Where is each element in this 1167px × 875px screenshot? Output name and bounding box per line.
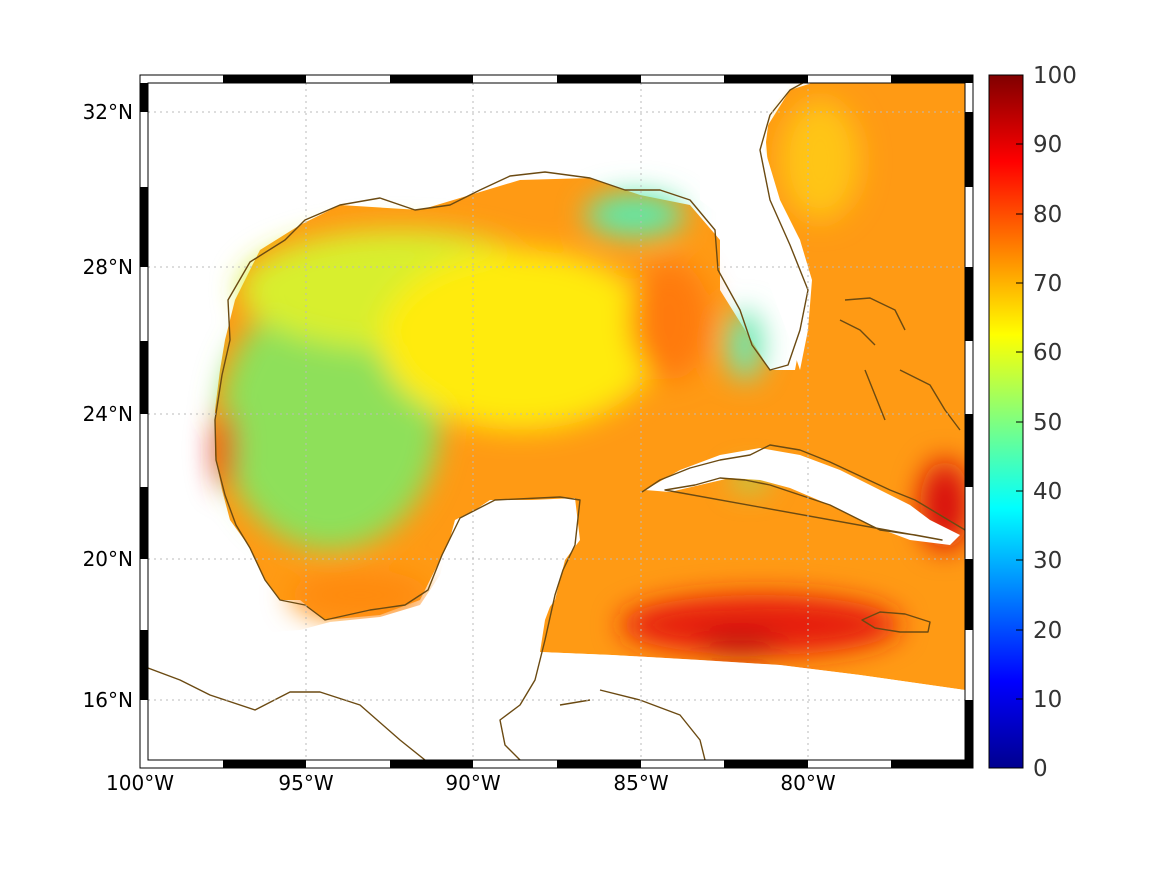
lon-label: 85°W	[613, 771, 668, 795]
coast-cuba	[641, 444, 965, 541]
coast-bahamas	[839, 297, 961, 431]
colorbar-tick-label: 20	[1033, 618, 1062, 644]
colorbar-tick-label: 0	[1033, 756, 1048, 782]
colorbar-tick-label: 70	[1033, 271, 1062, 297]
colorbar: 100 90 80 70 60 50 40 30 20 10 0	[988, 63, 1077, 782]
map-area	[148, 83, 965, 760]
lat-label: 28°N	[83, 255, 133, 279]
colorbar-tick-label: 50	[1033, 410, 1062, 436]
colorbar-tick-label: 100	[1033, 63, 1077, 89]
field-yellow-atlantic	[780, 100, 860, 220]
field-yellow-center	[380, 250, 660, 430]
longitude-labels: 100°W 95°W 90°W 85°W 80°W	[106, 771, 836, 795]
lon-label: 100°W	[106, 771, 174, 795]
field-darkred-caribbean	[700, 633, 780, 657]
lat-label: 32°N	[83, 100, 133, 124]
colorbar-tick-label: 80	[1033, 202, 1062, 228]
lon-label: 90°W	[445, 771, 500, 795]
land-yucatan	[148, 498, 580, 760]
coastlines	[148, 83, 965, 760]
lat-label: 20°N	[83, 547, 133, 571]
land-mask	[148, 83, 965, 760]
colorbar-tick-label: 10	[1033, 687, 1062, 713]
colorbar-tick-label: 90	[1033, 132, 1062, 158]
colorbar-tick-label: 40	[1033, 479, 1062, 505]
lon-label: 95°W	[278, 771, 333, 795]
coast-jamaica	[861, 611, 931, 633]
field-cyan-westfl	[727, 310, 763, 380]
coast-central-america	[559, 689, 706, 760]
map-frame	[139, 74, 974, 769]
data-field	[215, 83, 965, 690]
land-florida	[700, 83, 812, 370]
coast-gulf	[148, 83, 809, 760]
land-cuba	[645, 448, 960, 545]
field-orange-east	[630, 260, 710, 380]
field-red-mexico	[215, 410, 235, 490]
land-bottom-strip	[540, 652, 965, 760]
field-red-caribbean	[620, 595, 900, 655]
colorbar-tick-label: 60	[1033, 340, 1062, 366]
field-cyan-apalachee	[585, 193, 685, 237]
lat-label: 16°N	[83, 688, 133, 712]
colorbar-tick-label: 30	[1033, 548, 1062, 574]
latitude-labels: 32°N 28°N 24°N 20°N 16°N	[83, 100, 133, 712]
field-orange-bay	[290, 570, 430, 620]
lon-label: 80°W	[780, 771, 835, 795]
grid	[148, 83, 965, 760]
lat-label: 24°N	[83, 402, 133, 426]
